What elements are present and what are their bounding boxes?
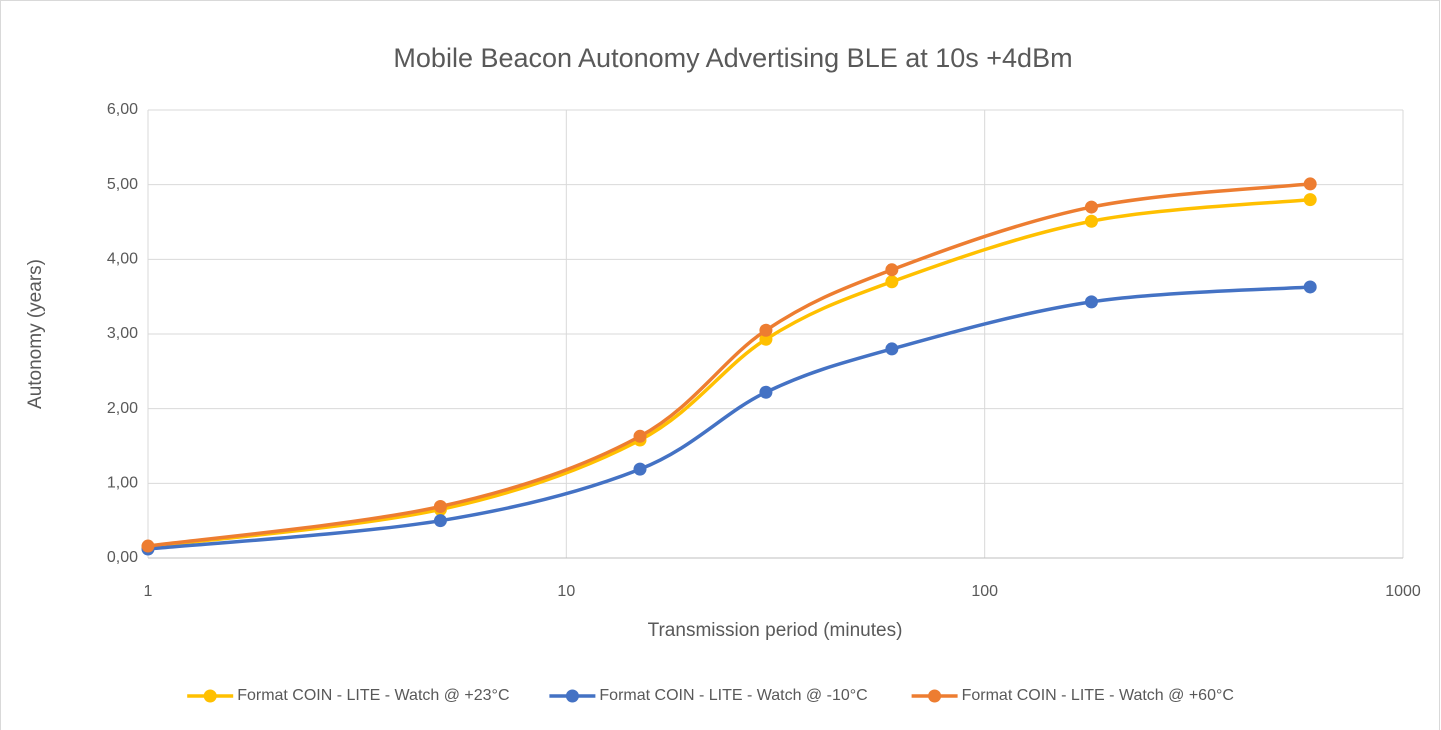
data-point xyxy=(759,385,773,399)
data-point xyxy=(1084,214,1098,228)
data-point xyxy=(633,462,647,476)
x-axis-title: Transmission period (minutes) xyxy=(648,620,903,641)
legend-marker xyxy=(203,689,217,703)
legend-marker xyxy=(928,689,942,703)
y-tick-label: 3,00 xyxy=(107,325,138,342)
legend-label: Format COIN - LITE - Watch @ -10°C xyxy=(599,687,867,704)
y-tick-label: 1,00 xyxy=(107,475,138,492)
data-point xyxy=(759,332,773,346)
legend-marker xyxy=(565,689,579,703)
data-point xyxy=(759,323,773,337)
data-point xyxy=(433,514,447,528)
y-tick-label: 2,00 xyxy=(107,400,138,417)
y-tick-label: 4,00 xyxy=(107,251,138,268)
data-point xyxy=(1303,193,1317,207)
data-point xyxy=(885,275,899,289)
legend-label: Format COIN - LITE - Watch @ +60°C xyxy=(962,687,1234,704)
data-point xyxy=(885,263,899,277)
data-point xyxy=(1084,200,1098,214)
chart-title: Mobile Beacon Autonomy Advertising BLE a… xyxy=(393,43,1072,73)
data-point xyxy=(433,499,447,513)
y-axis-title: Autonomy (years) xyxy=(25,259,46,409)
x-tick-label: 1000 xyxy=(1385,583,1421,600)
data-point xyxy=(885,342,899,356)
y-tick-label: 0,00 xyxy=(107,549,138,566)
x-tick-label: 1 xyxy=(144,583,153,600)
legend-label: Format COIN - LITE - Watch @ +23°C xyxy=(237,687,509,704)
y-tick-label: 5,00 xyxy=(107,176,138,193)
data-point xyxy=(1084,295,1098,309)
x-tick-label: 10 xyxy=(557,583,575,600)
data-point xyxy=(633,429,647,443)
y-tick-label: 6,00 xyxy=(107,101,138,118)
data-point xyxy=(1303,177,1317,191)
data-point xyxy=(1303,280,1317,294)
x-tick-label: 100 xyxy=(971,583,998,600)
data-point xyxy=(141,539,155,553)
